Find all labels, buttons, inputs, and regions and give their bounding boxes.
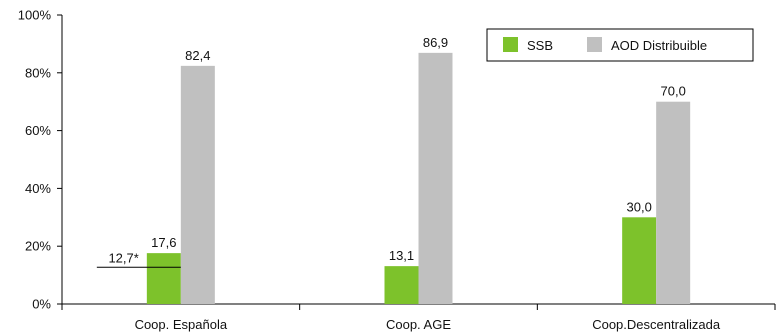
annotation-label: 12,7* bbox=[108, 250, 138, 265]
legend-swatch bbox=[503, 37, 518, 52]
y-tick-label: 40% bbox=[25, 181, 51, 196]
y-tick-label: 80% bbox=[25, 65, 51, 80]
y-tick-label: 60% bbox=[25, 123, 51, 138]
bar-ssb bbox=[146, 253, 181, 304]
data-label: 13,1 bbox=[389, 248, 414, 263]
legend-swatch bbox=[587, 37, 602, 52]
y-tick-label: 20% bbox=[25, 239, 51, 254]
bar-aod-distribuible bbox=[180, 65, 215, 304]
data-label: 70,0 bbox=[661, 84, 686, 99]
legend-box bbox=[486, 28, 754, 62]
legend-label: AOD Distribuible bbox=[611, 38, 707, 53]
data-label: 86,9 bbox=[423, 35, 448, 50]
bar-ssb bbox=[384, 266, 419, 304]
bar-ssb bbox=[622, 217, 657, 304]
data-labels: 17,6 82,4 13,1 86,9 30,0 70,0 12,7* bbox=[96, 35, 686, 268]
bar-aod-distribuible bbox=[418, 52, 453, 304]
data-label: 17,6 bbox=[151, 235, 176, 250]
axes: 0% 20% 40% 60% 80% 100% Coop. Española Coop. AG… bbox=[18, 8, 776, 332]
data-label: 82,4 bbox=[185, 48, 210, 63]
x-category-label: Coop. Española bbox=[135, 317, 228, 332]
legend: SSB AOD Distribuible bbox=[486, 28, 754, 62]
x-category-label: Coop. AGE bbox=[386, 317, 451, 332]
x-category-label: Coop.Descentralizada bbox=[592, 317, 721, 332]
legend-label: SSB bbox=[527, 38, 553, 53]
bars bbox=[146, 52, 691, 304]
y-tick-label: 100% bbox=[18, 8, 52, 23]
bar-aod-distribuible bbox=[656, 101, 691, 304]
data-label: 30,0 bbox=[627, 199, 652, 214]
y-tick-label: 0% bbox=[32, 297, 51, 312]
